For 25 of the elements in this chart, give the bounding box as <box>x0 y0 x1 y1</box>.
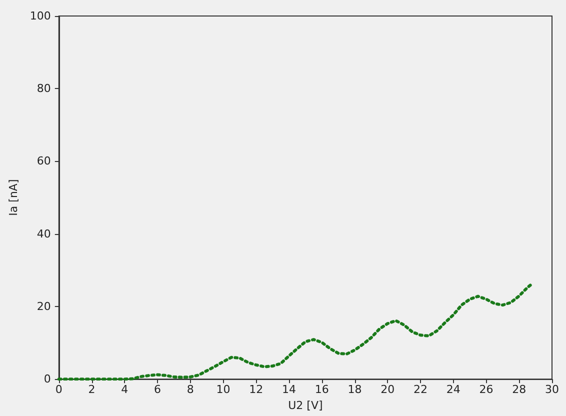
x-tick-label: 16 <box>314 383 329 396</box>
x-tick-label: 8 <box>186 383 194 396</box>
x-tick-label: 4 <box>121 383 128 396</box>
x-tick-label: 22 <box>414 383 428 396</box>
x-tick-label: 18 <box>348 383 362 396</box>
x-tick-label: 26 <box>479 383 494 396</box>
x-tick-label: 24 <box>446 383 460 396</box>
x-tick-label: 30 <box>545 383 559 396</box>
y-tick-label: 100 <box>30 10 51 22</box>
x-tick-label: 2 <box>88 383 96 396</box>
y-tick-label: 20 <box>36 300 51 313</box>
x-tick-label: 28 <box>512 383 526 396</box>
line-series <box>57 282 534 381</box>
y-axis-title: Ia [nA] <box>7 179 20 216</box>
y-tick-label: 40 <box>36 227 51 240</box>
y-tick-label: 80 <box>36 82 51 96</box>
x-tick-label: 10 <box>216 383 230 396</box>
x-tick-label: 0 <box>55 383 62 396</box>
x-tick-label: 20 <box>380 383 395 396</box>
y-tick-label: 60 <box>36 154 51 168</box>
x-tick-label: 6 <box>154 383 162 396</box>
x-tick-label: 14 <box>282 383 296 396</box>
y-tick-label: 0 <box>44 372 51 386</box>
x-axis-title: U2 [V] <box>288 399 323 412</box>
x-tick-label: 12 <box>249 383 264 396</box>
